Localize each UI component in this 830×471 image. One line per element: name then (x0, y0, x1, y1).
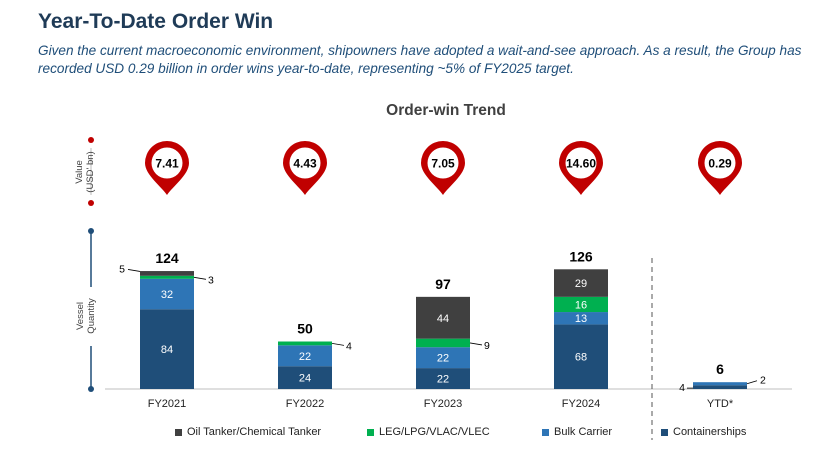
page-subtitle: Given the current macroeconomic environm… (38, 43, 802, 76)
callout-label: 2 (760, 375, 766, 387)
callout-line (469, 342, 483, 346)
bar-segment (554, 296, 608, 313)
callout-line (193, 276, 207, 280)
value-pin-inner (289, 147, 321, 179)
value-label: 7.05 (431, 157, 455, 171)
callout-label: 3 (208, 274, 214, 286)
bar-segment (278, 341, 332, 346)
bar-segment (416, 296, 470, 339)
callout-line (746, 380, 758, 385)
segment-label: 13 (575, 313, 587, 325)
bar-segment (278, 345, 332, 367)
total-label: 124 (155, 250, 179, 266)
bar-segment (140, 309, 194, 389)
callout-label: 5 (119, 263, 125, 275)
legend-label: LEG/LPG/VLAC/VLEC (379, 426, 490, 438)
segment-label: 22 (437, 353, 449, 365)
legend-swatch (367, 428, 374, 436)
page-title: Year-To-Date Order Win (38, 10, 274, 33)
total-label: 50 (297, 321, 313, 337)
value-axis-label: Value(USD' bn) (74, 151, 96, 192)
segment-label: 29 (575, 278, 587, 290)
legend-label: Containerships (673, 426, 747, 438)
bar-segment (554, 312, 608, 325)
callout-line (127, 269, 141, 272)
bar-segment (693, 382, 747, 386)
bar-segment (554, 324, 608, 389)
category-label: FY2022 (286, 398, 325, 410)
total-label: 6 (716, 361, 724, 377)
legend-item: Bulk Carrier (542, 426, 612, 438)
value-pin-inner (151, 147, 183, 179)
callout-label: 4 (346, 340, 352, 352)
bar-segment (140, 275, 194, 279)
value-label: 0.29 (708, 157, 732, 171)
segment-label: 32 (161, 289, 173, 301)
bar-segment (140, 278, 194, 310)
legend-label: Oil Tanker/Chemical Tanker (187, 426, 322, 438)
category-label: FY2023 (424, 398, 463, 410)
bar-segment (140, 271, 194, 276)
bar-segment (416, 338, 470, 348)
value-label: 7.41 (155, 157, 179, 171)
category-label: FY2024 (562, 398, 601, 410)
bar-segment (278, 366, 332, 389)
total-label: 126 (569, 248, 593, 264)
value-axis-dot-top (88, 137, 94, 143)
legend-label: Bulk Carrier (554, 426, 613, 438)
segment-label: 16 (575, 299, 587, 311)
legend-item: Oil Tanker/Chemical Tanker (175, 426, 321, 438)
legend-item: Containerships (661, 426, 746, 438)
value-label: 4.43 (293, 157, 317, 171)
quantity-axis-label: VesselQuantity (75, 298, 97, 334)
value-pin-inner (565, 147, 597, 179)
chart-legend: Oil Tanker/Chemical Tanker LEG/LPG/VLAC/V… (0, 426, 830, 442)
bar-segment (416, 368, 470, 389)
bar-segment (693, 385, 747, 389)
bar-segment (416, 347, 470, 369)
legend-item: LEG/LPG/VLAC/VLEC (367, 426, 490, 438)
value-pin-inner (427, 147, 459, 179)
category-label: YTD* (707, 398, 734, 410)
legend-swatch (175, 428, 182, 436)
callout-label: 9 (484, 340, 490, 352)
segment-label: 84 (161, 344, 173, 356)
callout-label: 4 (679, 382, 685, 394)
category-label: FY2021 (148, 398, 187, 410)
value-axis-dot-bottom (88, 200, 94, 206)
segment-label: 44 (437, 313, 449, 325)
quantity-axis-dot-bottom (88, 386, 94, 392)
value-label: 14.60 (566, 157, 596, 171)
legend-swatch (542, 428, 549, 436)
segment-label: 22 (437, 374, 449, 386)
chart-title: Order-win Trend (386, 102, 506, 119)
total-label: 97 (435, 276, 451, 292)
segment-label: 68 (575, 352, 587, 364)
segment-label: 22 (299, 351, 311, 363)
bar-segment (554, 269, 608, 297)
segment-label: 24 (299, 373, 311, 385)
callout-line (331, 343, 345, 346)
value-pin-inner (704, 147, 736, 179)
legend-swatch (661, 428, 668, 436)
